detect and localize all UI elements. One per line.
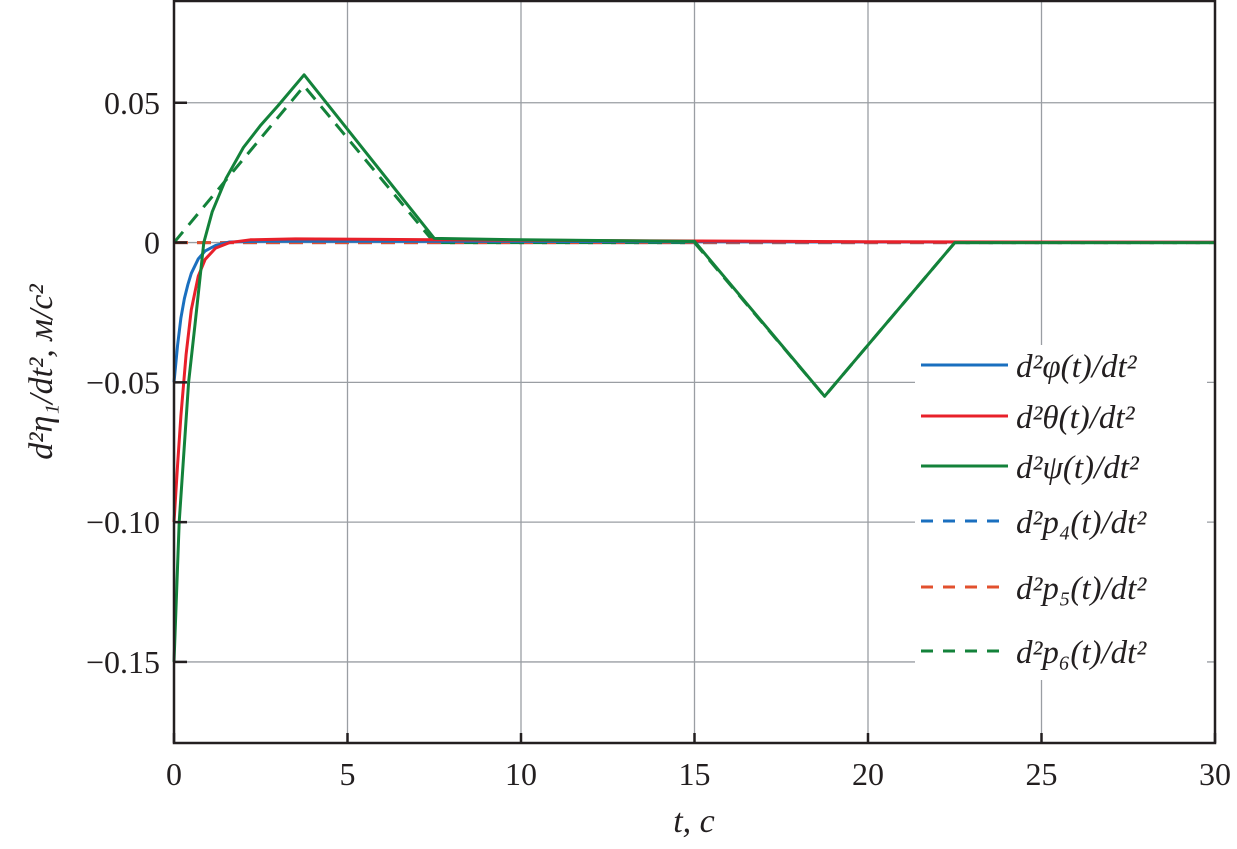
y-tick-label: −0.15 <box>86 644 160 680</box>
legend-label: d²ψ(t)/dt² <box>1016 450 1140 486</box>
legend-box <box>915 345 1207 680</box>
x-axis-label: t, с <box>673 803 715 840</box>
legend: d²φ(t)/dt² d²θ(t)/dt² d²ψ(t)/dt² d²p₄(t)/dt… <box>915 345 1207 680</box>
series-lines <box>172 73 1216 662</box>
series-line <box>172 73 1215 662</box>
x-tick-label: 30 <box>1199 756 1231 792</box>
y-tick-label: 0.05 <box>104 85 160 121</box>
x-tick-label: 5 <box>340 756 356 792</box>
y-tick-label: −0.10 <box>86 504 160 540</box>
legend-label: d²p₆(t)/dt² <box>1016 635 1147 671</box>
y-tick-label: −0.05 <box>86 364 160 400</box>
x-tick-label: 25 <box>1026 756 1058 792</box>
x-tick-label: 15 <box>679 756 711 792</box>
axis-ticks: 0 5 10 15 20 25 30 0.05 0 −0.05 −0.10 −0.15 <box>86 85 1231 792</box>
x-tick-label: 10 <box>505 756 537 792</box>
legend-label: d²θ(t)/dt² <box>1016 400 1136 436</box>
x-tick-label: 0 <box>166 756 182 792</box>
y-axis-label: d²η₁/dt², м/с² <box>23 284 60 460</box>
x-tick-label: 20 <box>852 756 884 792</box>
legend-label: d²φ(t)/dt² <box>1016 349 1138 385</box>
legend-label: d²p₄(t)/dt² <box>1016 505 1147 541</box>
legend-label: d²p₅(t)/dt² <box>1016 571 1147 607</box>
y-tick-label: 0 <box>144 225 160 261</box>
